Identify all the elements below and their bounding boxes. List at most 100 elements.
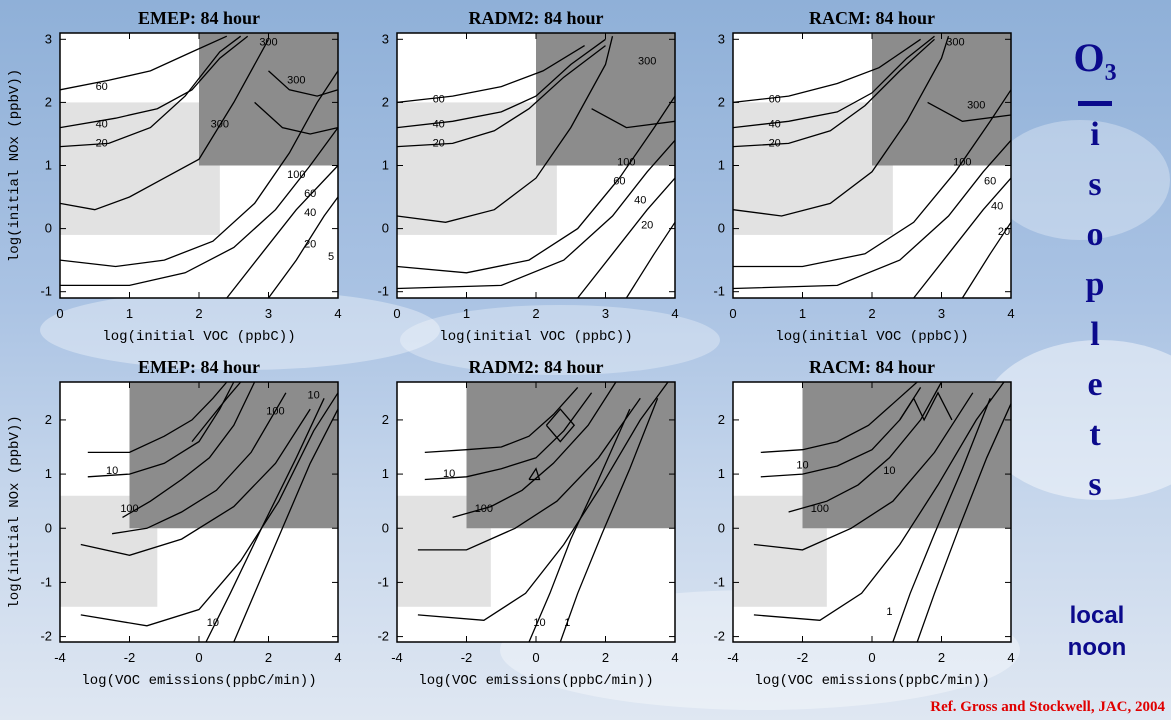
- contour-line: [753, 381, 1005, 621]
- contour-label: 300: [638, 56, 656, 68]
- x-tick-label: 1: [126, 306, 133, 321]
- contour-label: 20: [769, 138, 781, 150]
- contour-line: [417, 381, 669, 621]
- x-tick-label: 0: [393, 306, 400, 321]
- x-tick-label: 1: [463, 306, 470, 321]
- x-tick-label: -4: [727, 650, 739, 665]
- x-axis-label: log(VOC emissions(ppbC/min)): [418, 673, 653, 689]
- contour-line: [122, 381, 256, 518]
- contour-line: [59, 70, 339, 268]
- contour-line: [732, 38, 935, 148]
- contour-line: [267, 196, 339, 299]
- x-tick-label: -2: [797, 650, 809, 665]
- contour-line: [396, 139, 676, 290]
- contour-label: 40: [433, 119, 445, 131]
- contour-label: 20: [304, 239, 316, 251]
- y-tick-label: 2: [45, 412, 52, 427]
- nox-limited-region: [733, 102, 893, 235]
- contour-label: 300: [259, 37, 277, 49]
- panel-title: EMEP: 84 hour: [138, 357, 260, 377]
- letter-3: o: [1086, 216, 1104, 253]
- contour-line: [233, 408, 339, 643]
- voc-limited-region: [802, 382, 1011, 529]
- isopleths-word: i s o p l e t s: [1060, 110, 1130, 510]
- contour-line: [760, 381, 918, 454]
- panel-title: RADM2: 84 hour: [469, 357, 604, 377]
- contour-label: 60: [613, 175, 625, 187]
- contour-line: [961, 221, 1012, 299]
- contour-line: [424, 386, 579, 454]
- y-tick-label: -1: [40, 574, 52, 589]
- y-tick-label: -1: [713, 574, 725, 589]
- contour-line: [396, 95, 676, 274]
- y-tick-label: -2: [377, 629, 389, 644]
- x-tick-label: 2: [195, 306, 202, 321]
- x-tick-label: -2: [124, 650, 136, 665]
- contour-line: [913, 177, 1012, 299]
- x-tick-label: 3: [602, 306, 609, 321]
- voc-limited-region: [199, 33, 338, 166]
- y-axis-label: log(initial NOx (ppbV)): [7, 415, 23, 608]
- y-axis-label: log(initial NOx (ppbV)): [7, 69, 23, 262]
- contour-line: [191, 381, 242, 443]
- y-tick-label: 1: [45, 466, 52, 481]
- contour-label: 10: [308, 389, 320, 401]
- contour-label: 60: [984, 175, 996, 187]
- contour-line: [892, 398, 991, 643]
- contour-line: [396, 45, 585, 104]
- x-tick-label: 0: [195, 650, 202, 665]
- contour-label: 20: [641, 220, 653, 232]
- y-tick-label: 1: [382, 158, 389, 173]
- contour-label: 40: [96, 119, 108, 131]
- contour-label: 100: [617, 157, 635, 169]
- contour-label: 60: [769, 93, 781, 105]
- contour-line: [424, 392, 593, 481]
- voc-limited-region: [536, 33, 675, 166]
- contour-line: [559, 398, 659, 643]
- contour-label: 10: [796, 460, 808, 472]
- contour-label: 10: [533, 617, 545, 629]
- letter-4: p: [1085, 266, 1105, 303]
- letter-8: s: [1088, 466, 1102, 503]
- contour-label: 20: [433, 138, 445, 150]
- reference-citation: Ref. Gross and Stockwell, JAC, 2004: [930, 699, 1165, 715]
- contour-line: [732, 38, 921, 104]
- contour-line: [732, 36, 950, 217]
- letter-6: e: [1087, 366, 1103, 403]
- contour-line: [452, 381, 617, 519]
- contour-label: 100: [266, 406, 284, 418]
- y-tick-label: -2: [713, 629, 725, 644]
- nox-limited-region: [60, 102, 220, 235]
- contour-label: 100: [120, 503, 138, 515]
- letter-5: l: [1090, 316, 1100, 353]
- contour-label: 40: [304, 207, 316, 219]
- y-tick-label: 2: [45, 94, 52, 109]
- contour-label: 60: [304, 188, 316, 200]
- contour-line: [899, 391, 953, 422]
- contour-label: 60: [433, 93, 445, 105]
- contour-label: 100: [811, 503, 829, 515]
- contour-line: [396, 36, 614, 223]
- contour-line: [396, 45, 606, 148]
- title-dash: [1078, 101, 1112, 106]
- x-tick-label: 0: [56, 306, 63, 321]
- contour-label: 100: [287, 169, 305, 181]
- x-tick-label: -4: [391, 650, 403, 665]
- contour-line: [80, 392, 339, 627]
- contour-label: 300: [967, 100, 985, 112]
- x-tick-label: 2: [938, 650, 945, 665]
- x-axis-label: log(VOC emissions(ppbC/min)): [81, 673, 316, 689]
- contour-line: [59, 35, 228, 91]
- voc-limited-region: [466, 382, 675, 529]
- x-tick-label: 4: [334, 650, 341, 665]
- y-tick-label: 1: [382, 466, 389, 481]
- contour-label: 100: [953, 157, 971, 169]
- y-tick-label: -1: [713, 284, 725, 299]
- contour-line: [732, 35, 935, 129]
- y-tick-label: 0: [718, 221, 725, 236]
- y-tick-label: 0: [382, 221, 389, 236]
- y-tick-label: 1: [718, 158, 725, 173]
- ozone-symbol: O3: [1073, 35, 1117, 87]
- x-tick-label: 2: [265, 650, 272, 665]
